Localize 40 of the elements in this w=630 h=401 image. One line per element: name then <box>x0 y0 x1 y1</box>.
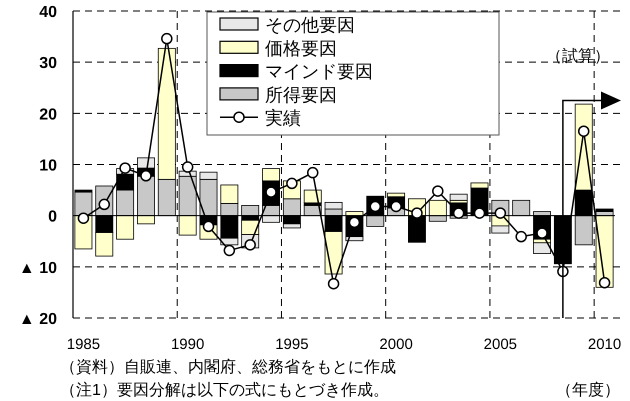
point <box>474 207 486 219</box>
point <box>140 170 152 182</box>
legend-label: 所得要因 <box>265 84 337 105</box>
point <box>598 276 610 288</box>
x-tick-label: 1995 <box>275 336 309 353</box>
point <box>411 207 423 219</box>
point <box>161 32 173 44</box>
y-tick-label: ▲ 10 <box>18 260 58 277</box>
y-tick-label: 10 <box>39 158 58 174</box>
text: （資料）自販連、内閣府、総務省をもとに作成 <box>60 358 396 376</box>
legend-label: 価格要因 <box>265 38 337 58</box>
point <box>578 125 590 137</box>
x-axis-title: （年度） <box>556 381 620 399</box>
legend-label: その他要因 <box>265 15 355 35</box>
point <box>78 212 90 224</box>
point <box>182 161 194 173</box>
y-tick-label: ▲ 20 <box>18 311 58 328</box>
x-tick-label: 2000 <box>379 336 413 353</box>
x-tick-label: 1985 <box>66 336 100 353</box>
legend-label: マインド要因 <box>265 62 373 82</box>
x-tick-label: 1990 <box>170 336 204 353</box>
bar <box>304 190 322 204</box>
point <box>286 178 298 190</box>
point <box>119 162 131 174</box>
y-tick-label: 30 <box>39 55 58 72</box>
y-tick-label: 20 <box>39 106 58 124</box>
y-tick-label: 40 <box>39 4 58 21</box>
bar <box>450 194 468 201</box>
point <box>432 185 444 197</box>
annotation: （試算） <box>546 47 610 65</box>
x-tick-label: 2005 <box>484 336 518 353</box>
bar <box>533 242 551 254</box>
point <box>515 230 527 242</box>
point <box>328 278 340 290</box>
legend-label: 実績 <box>265 108 301 128</box>
text: （注1）要因分解は以下の式にもとづき作成。 <box>60 381 389 399</box>
point <box>224 244 236 256</box>
point <box>306 166 318 178</box>
y-tick-label: 0 <box>48 208 58 226</box>
x-tick-label: 2010 <box>588 336 622 353</box>
